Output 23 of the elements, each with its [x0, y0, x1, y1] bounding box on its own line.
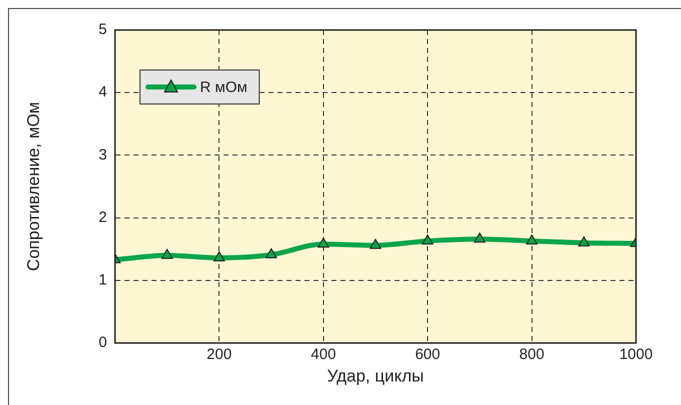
y-tick-label: 5	[98, 21, 107, 38]
point	[578, 236, 590, 246]
y-tick-label: 4	[98, 84, 107, 101]
y-tick-label: 3	[98, 146, 107, 164]
point	[161, 248, 173, 259]
y-axis-title: Сопротивление, мОм	[24, 102, 43, 272]
point	[422, 234, 434, 244]
y-tick-label: 0	[98, 334, 107, 352]
y-tick-label: 1	[98, 272, 107, 289]
point	[526, 234, 538, 244]
x-tick-label: 600	[415, 346, 440, 364]
point	[266, 248, 277, 258]
point	[370, 238, 382, 249]
y-tick-label: 2	[98, 208, 107, 226]
x-tick-label: 400	[310, 346, 336, 364]
point	[214, 251, 225, 262]
x-tick-label: 1000	[619, 346, 653, 364]
x-tick-label: 800	[519, 346, 544, 364]
point	[474, 232, 486, 243]
x-axis-title: Удар, циклы	[327, 366, 424, 386]
point	[318, 238, 330, 248]
x-tick-label: 200	[206, 346, 232, 364]
legend-label: R мОм	[200, 79, 248, 96]
